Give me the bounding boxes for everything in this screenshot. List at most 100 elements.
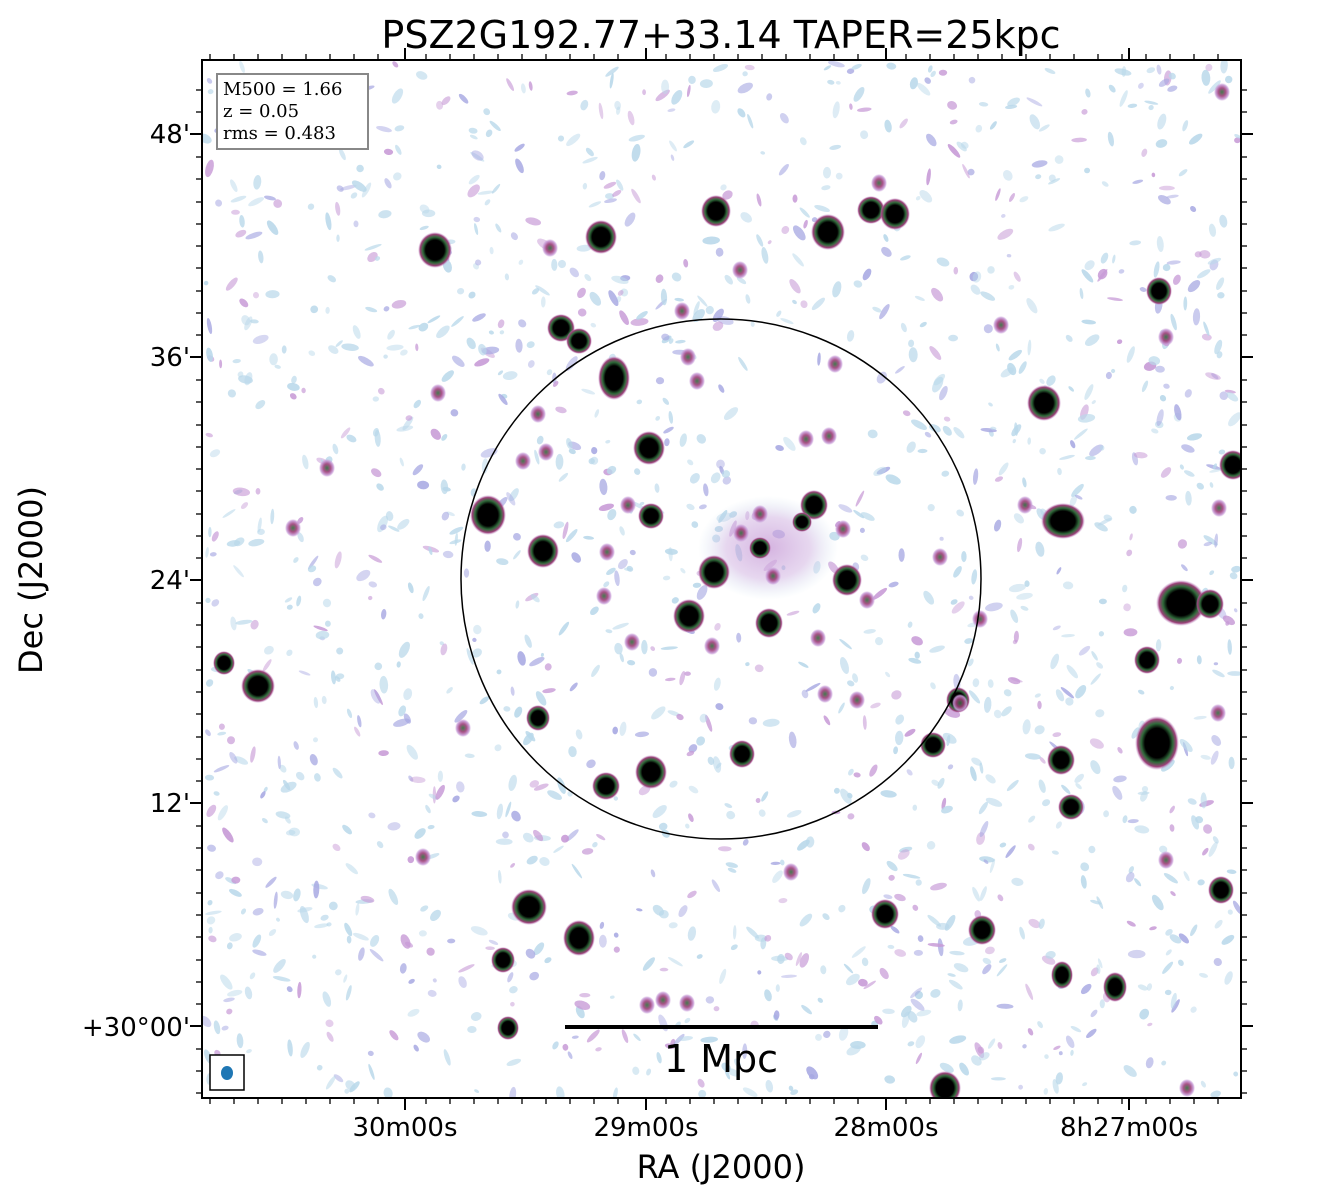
noise-blob xyxy=(427,824,435,830)
noise-blob xyxy=(524,634,532,648)
noise-blob xyxy=(668,411,674,424)
noise-blob xyxy=(684,671,691,676)
noise-blob xyxy=(748,717,758,725)
noise-blob xyxy=(1027,437,1032,445)
noise-blob xyxy=(474,358,490,367)
noise-blob xyxy=(552,381,559,387)
noise-blob xyxy=(941,805,953,814)
faint-radio-source xyxy=(538,443,554,461)
noise-blob xyxy=(724,1068,731,1080)
noise-blob xyxy=(586,1029,600,1043)
radio-source xyxy=(920,732,946,758)
noise-blob xyxy=(307,565,317,573)
noise-blob xyxy=(599,171,606,181)
noise-blob xyxy=(386,344,404,351)
noise-blob xyxy=(514,143,525,152)
radio-source xyxy=(1135,716,1179,770)
noise-blob xyxy=(675,339,686,344)
noise-blob xyxy=(391,88,404,104)
noise-blob xyxy=(838,904,846,913)
noise-blob xyxy=(316,1064,323,1071)
noise-blob xyxy=(926,841,936,850)
noise-blob xyxy=(661,333,670,341)
noise-blob xyxy=(899,118,908,129)
noise-blob xyxy=(1168,72,1176,80)
noise-blob xyxy=(655,377,665,385)
noise-blob xyxy=(867,429,878,439)
faint-radio-source xyxy=(624,633,640,651)
noise-blob xyxy=(978,801,988,815)
faint-radio-source xyxy=(932,548,948,566)
noise-blob xyxy=(691,521,699,528)
noise-blob xyxy=(683,140,695,149)
noise-blob xyxy=(629,549,636,556)
noise-blob xyxy=(1170,992,1177,1009)
noise-blob xyxy=(853,772,861,778)
noise-blob xyxy=(1058,1051,1063,1056)
noise-blob xyxy=(696,736,706,746)
noise-blob xyxy=(817,997,823,1003)
noise-blob xyxy=(797,839,810,851)
noise-blob xyxy=(219,359,223,369)
noise-blob xyxy=(218,723,225,730)
noise-blob xyxy=(1117,747,1123,754)
noise-blob xyxy=(489,120,501,132)
tick-layer xyxy=(190,48,1253,1110)
noise-blob xyxy=(1144,100,1159,105)
noise-blob xyxy=(461,463,466,471)
noise-blob xyxy=(951,601,965,614)
noise-blob xyxy=(477,190,494,195)
noise-blob xyxy=(466,337,476,350)
noise-blob xyxy=(989,858,996,873)
noise-blob xyxy=(385,511,394,522)
noise-blob xyxy=(535,691,547,706)
noise-blob xyxy=(307,203,315,210)
noise-blob xyxy=(1146,67,1156,74)
faint-radio-source xyxy=(639,996,655,1014)
radio-source xyxy=(792,512,812,532)
noise-blob xyxy=(419,225,429,231)
noise-blob xyxy=(1081,319,1096,325)
noise-blob xyxy=(513,533,521,541)
noise-blob xyxy=(669,780,678,788)
noise-blob xyxy=(756,193,762,207)
noise-blob xyxy=(987,679,994,688)
noise-blob xyxy=(838,1026,849,1041)
noise-blob xyxy=(949,1035,967,1044)
noise-blob xyxy=(696,585,708,600)
noise-blob xyxy=(1177,959,1184,967)
faint-radio-source xyxy=(285,519,301,537)
noise-blob xyxy=(668,547,673,562)
noise-blob xyxy=(1141,380,1149,393)
noise-blob xyxy=(670,154,675,161)
noise-blob xyxy=(342,824,352,835)
noise-blob xyxy=(618,559,628,570)
radio-source xyxy=(598,356,630,400)
noise-blob xyxy=(1184,389,1192,398)
noise-blob xyxy=(598,503,614,511)
noise-blob xyxy=(812,603,821,614)
noise-blob xyxy=(542,688,556,694)
radio-source xyxy=(638,503,664,529)
noise-blob xyxy=(1145,1057,1154,1069)
noise-blob xyxy=(860,130,869,140)
noise-blob xyxy=(580,99,589,111)
noise-blob xyxy=(230,616,237,631)
noise-blob xyxy=(599,934,607,948)
noise-blob xyxy=(742,839,749,846)
noise-blob xyxy=(1018,361,1027,374)
noise-blob xyxy=(924,431,932,438)
y-tick-labels: 48' 36' 24' 12' +30°00' xyxy=(82,120,190,1043)
noise-blob xyxy=(1138,689,1145,695)
noise-blob xyxy=(1219,214,1228,228)
noise-blob xyxy=(1048,178,1061,185)
noise-blob xyxy=(857,107,872,112)
noise-blob xyxy=(880,790,897,798)
noise-blob xyxy=(705,996,715,1004)
noise-blob xyxy=(510,686,515,696)
noise-blob xyxy=(533,783,549,791)
radio-source xyxy=(755,608,783,638)
radio-source xyxy=(880,198,910,230)
info-rms: rms = 0.483 xyxy=(223,123,336,144)
